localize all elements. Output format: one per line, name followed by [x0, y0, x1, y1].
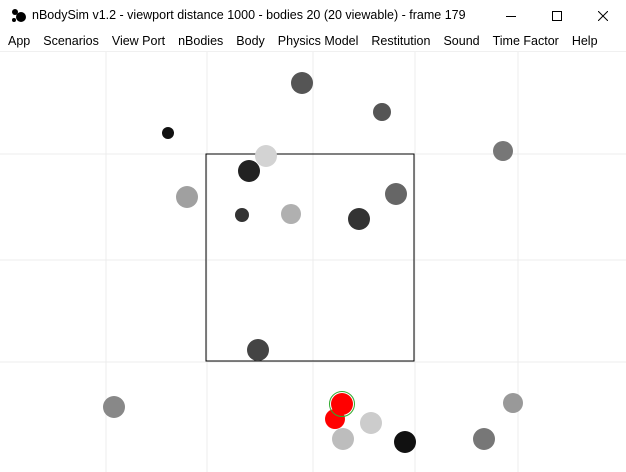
menu-bar: App Scenarios View Port nBodies Body Phy…: [0, 31, 626, 52]
body[interactable]: [103, 396, 125, 418]
close-button[interactable]: [580, 0, 626, 31]
maximize-button[interactable]: [534, 0, 580, 31]
menu-time-factor[interactable]: Time Factor: [492, 34, 559, 48]
body[interactable]: [247, 339, 269, 361]
body[interactable]: [176, 186, 198, 208]
body[interactable]: [493, 141, 513, 161]
close-icon: [598, 10, 608, 21]
menu-scenarios[interactable]: Scenarios: [43, 34, 99, 48]
body[interactable]: [238, 160, 260, 182]
selected-body[interactable]: [331, 393, 353, 415]
minimize-icon: [506, 15, 516, 17]
body[interactable]: [385, 183, 407, 205]
menu-restitution[interactable]: Restitution: [371, 34, 431, 48]
menu-sound[interactable]: Sound: [443, 34, 480, 48]
body[interactable]: [348, 208, 370, 230]
body[interactable]: [332, 428, 354, 450]
minimize-button[interactable]: [488, 0, 534, 31]
menu-view-port[interactable]: View Port: [111, 34, 166, 48]
body[interactable]: [281, 204, 301, 224]
body[interactable]: [373, 103, 391, 121]
selection-ring: [329, 391, 355, 417]
bodies-layer: [103, 72, 523, 453]
menu-help[interactable]: Help: [571, 34, 598, 48]
body[interactable]: [162, 127, 174, 139]
body[interactable]: [360, 412, 382, 434]
menu-nbodies[interactable]: nBodies: [178, 34, 224, 48]
window-title: nBodySim v1.2 - viewport distance 1000 -…: [32, 8, 466, 22]
body[interactable]: [503, 393, 523, 413]
body[interactable]: [291, 72, 313, 94]
maximize-icon: [552, 10, 562, 21]
body[interactable]: [394, 431, 416, 453]
menu-app[interactable]: App: [8, 34, 31, 48]
simulation-canvas[interactable]: [0, 52, 626, 472]
body[interactable]: [255, 145, 277, 167]
grid-lines: [0, 52, 626, 472]
body[interactable]: [235, 208, 249, 222]
nbody-app-icon: [12, 9, 26, 22]
title-bar: nBodySim v1.2 - viewport distance 1000 -…: [0, 0, 626, 31]
menu-physics-model[interactable]: Physics Model: [277, 34, 359, 48]
body[interactable]: [473, 428, 495, 450]
viewport-boundary: [205, 153, 415, 362]
menu-body[interactable]: Body: [236, 34, 265, 48]
